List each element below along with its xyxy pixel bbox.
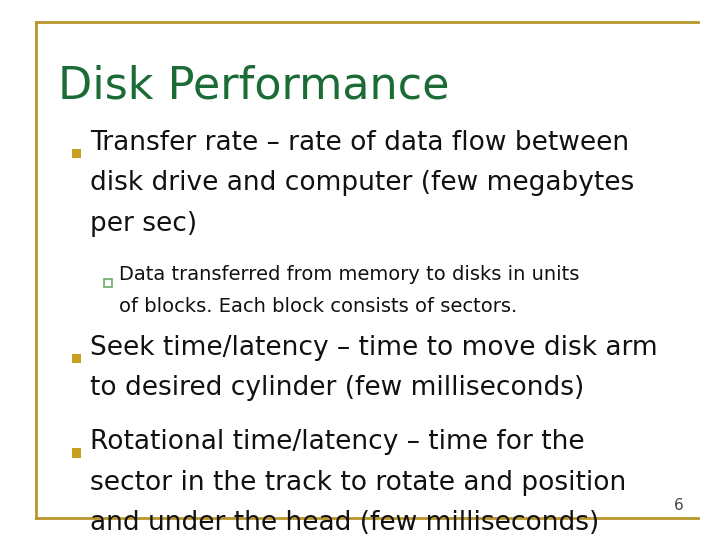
Text: Transfer rate – rate of data flow between: Transfer rate – rate of data flow betwee… — [90, 130, 629, 156]
Text: per sec): per sec) — [90, 211, 197, 237]
Text: disk drive and computer (few megabytes: disk drive and computer (few megabytes — [90, 170, 634, 196]
Text: of blocks. Each block consists of sectors.: of blocks. Each block consists of sector… — [119, 297, 517, 316]
Text: to desired cylinder (few milliseconds): to desired cylinder (few milliseconds) — [90, 375, 584, 401]
Text: 6: 6 — [674, 498, 684, 513]
Text: Rotational time/latency – time for the: Rotational time/latency – time for the — [90, 429, 585, 455]
Text: Data transferred from memory to disks in units: Data transferred from memory to disks in… — [119, 265, 579, 284]
Text: Seek time/latency – time to move disk arm: Seek time/latency – time to move disk ar… — [90, 335, 657, 361]
Text: sector in the track to rotate and position: sector in the track to rotate and positi… — [90, 470, 626, 496]
Text: Disk Performance: Disk Performance — [58, 65, 449, 108]
Text: and under the head (few milliseconds): and under the head (few milliseconds) — [90, 510, 599, 536]
